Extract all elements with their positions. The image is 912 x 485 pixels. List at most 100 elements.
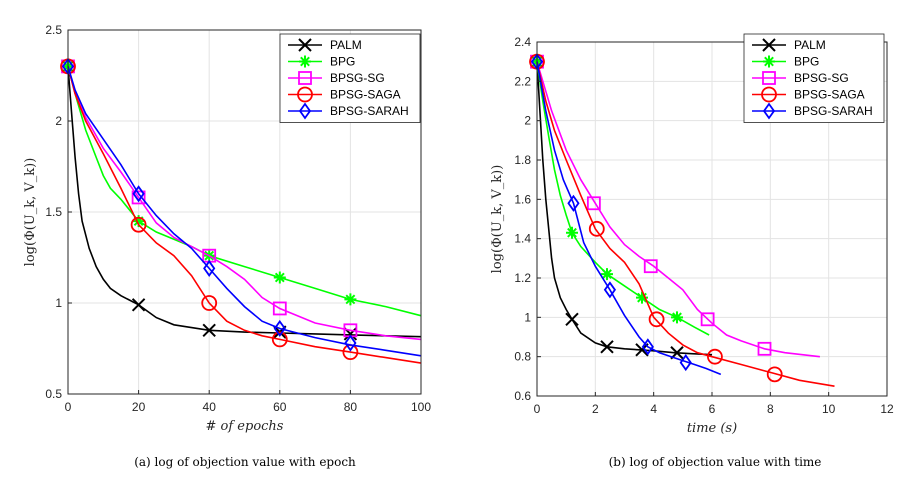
legend-marker — [298, 102, 312, 120]
data-point-marker — [272, 301, 287, 316]
x-axis-label: # of epochs — [206, 419, 284, 434]
data-point-marker — [130, 216, 147, 233]
data-point-marker — [201, 295, 218, 311]
x-tick-label: 4 — [650, 402, 657, 416]
legend-marker — [763, 55, 775, 68]
data-point-marker — [344, 293, 357, 306]
series-line — [536, 61, 710, 336]
data-point-marker — [601, 268, 613, 281]
y-tick-label: 1.2 — [514, 271, 531, 285]
legend-marker — [761, 86, 777, 103]
y-tick-label: 1.5 — [45, 205, 62, 219]
legend-marker — [762, 71, 776, 85]
y-tick-label: 1 — [524, 310, 531, 324]
x-tick-label: 0 — [65, 400, 72, 414]
legend-marker — [762, 102, 776, 120]
x-tick-label: 6 — [709, 402, 716, 416]
x-tick-label: 12 — [880, 402, 894, 416]
y-tick-label: 2 — [55, 114, 62, 128]
legend-marker — [762, 38, 776, 52]
data-point-marker — [679, 354, 692, 372]
series-line — [67, 66, 422, 357]
legend-item: BPG — [752, 55, 819, 69]
legend-label: BPG — [794, 55, 819, 69]
series-line — [536, 61, 713, 356]
y-tick-label: 1.8 — [514, 153, 531, 167]
data-point-marker — [273, 319, 286, 338]
series-line — [67, 66, 422, 364]
data-point-marker — [603, 281, 617, 299]
y-axis-label: log(Φ(U_k, V_k)) — [490, 165, 505, 274]
data-point-marker — [766, 366, 783, 383]
figure-caption: (a) log of objection value with epoch — [134, 455, 356, 469]
tick-layer: 0 2 4 6 8 10 12 0.6 0.8 1 1.2 1.4 1.6 1.8 2 2.2 2.4 — [514, 35, 894, 416]
legend-item: BPSG-SARAH — [288, 102, 409, 120]
legend-item: BPSG-SAGA — [288, 86, 401, 103]
x-tick-label: 0 — [534, 402, 541, 416]
data-point-marker — [600, 340, 614, 354]
y-tick-label: 2.2 — [514, 74, 531, 88]
legend-item: BPSG-SG — [752, 71, 849, 85]
data-point-marker — [648, 311, 665, 328]
data-point-marker — [203, 259, 216, 277]
x-tick-label: 2 — [592, 402, 599, 416]
legend: PALM BPG BPSG-SG BPSG-SAGA BPSG-SARAH — [743, 33, 885, 123]
series-line — [67, 66, 422, 317]
series-line — [536, 61, 722, 376]
y-tick-label: 2.5 — [45, 23, 62, 37]
y-tick-label: 1 — [55, 296, 62, 310]
data-point-marker — [131, 190, 146, 205]
x-tick-label: 40 — [203, 400, 217, 414]
chart-panel-epochs: 0 20 40 60 80 100 0.5 1 1.5 2 2.5 PALM BPG BPSG-SG BP… — [23, 23, 431, 469]
data-point-marker — [566, 226, 578, 239]
y-tick-label: 0.6 — [514, 389, 531, 403]
y-tick-label: 0.5 — [45, 387, 62, 401]
legend-label: BPSG-SARAH — [794, 104, 873, 118]
chart-panel-time: 0 2 4 6 8 10 12 0.6 0.8 1 1.2 1.4 1.6 1.8 2 2.2 2.4 PALM… — [490, 33, 894, 469]
data-point-marker — [202, 323, 216, 338]
y-tick-label: 1.6 — [514, 192, 531, 206]
y-tick-label: 2 — [524, 114, 531, 128]
series-line — [67, 66, 422, 338]
legend-item: BPSG-SG — [288, 71, 385, 85]
series-line — [536, 61, 835, 387]
legend-label: BPSG-SAGA — [330, 88, 401, 102]
y-tick-label: 1.4 — [514, 232, 531, 246]
legend-item: BPSG-SAGA — [752, 86, 865, 103]
data-point-marker — [700, 312, 715, 327]
legend-label: BPSG-SAGA — [794, 88, 865, 102]
data-point-marker — [273, 271, 286, 284]
data-point-marker — [344, 334, 357, 352]
series-bpg — [531, 55, 710, 336]
legend-marker — [298, 71, 312, 85]
y-tick-label: 0.8 — [514, 350, 531, 364]
data-point-marker — [565, 312, 579, 327]
data-point-marker — [132, 215, 145, 228]
tick-layer: 0 20 40 60 80 100 0.5 1 1.5 2 2.5 — [45, 23, 431, 414]
data-point-marker — [588, 220, 605, 237]
data-point-marker — [132, 185, 145, 203]
data-point-marker — [271, 331, 288, 348]
data-point-marker — [643, 259, 658, 274]
legend-item: PALM — [288, 38, 362, 52]
x-tick-label: 8 — [767, 402, 774, 416]
x-axis-label: time (s) — [687, 421, 737, 436]
legend-item: BPSG-SARAH — [752, 102, 873, 120]
y-axis-label: log(Φ(U_k, V_k)) — [23, 158, 38, 267]
data-point-marker — [707, 348, 723, 365]
legend-item: BPG — [288, 55, 355, 69]
data-point-marker — [641, 338, 654, 356]
x-tick-label: 80 — [344, 400, 358, 414]
legend-label: PALM — [794, 38, 826, 52]
x-tick-label: 60 — [273, 400, 287, 414]
legend-marker — [299, 55, 311, 68]
x-tick-label: 10 — [822, 402, 836, 416]
series-palm — [530, 54, 713, 360]
x-tick-label: 20 — [132, 400, 146, 414]
data-point-marker — [567, 194, 580, 212]
legend: PALM BPG BPSG-SG BPSG-SAGA BPSG-SARAH — [279, 33, 421, 123]
legend-label: PALM — [330, 38, 362, 52]
data-point-marker — [671, 311, 683, 324]
data-point-marker — [586, 196, 601, 211]
